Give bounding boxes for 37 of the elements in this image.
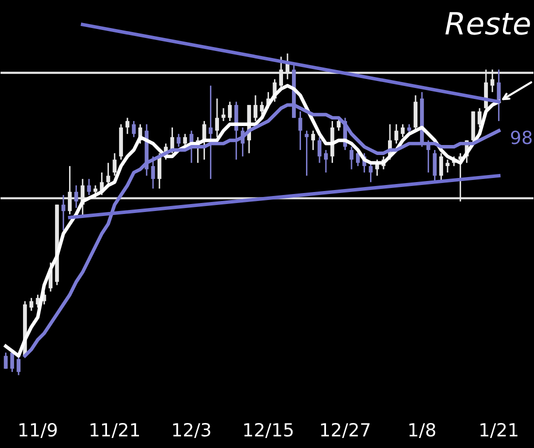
x-tick-label: 1/21 — [480, 422, 518, 438]
candlestick — [151, 156, 155, 190]
candlestick — [87, 178, 91, 196]
candlestick — [29, 297, 34, 312]
candlestick — [158, 152, 162, 190]
candlestick — [16, 355, 20, 376]
candlestick — [254, 94, 258, 122]
candlestick — [368, 162, 373, 183]
candlestick — [222, 107, 226, 122]
candlestick — [112, 152, 117, 176]
candlestick — [215, 98, 219, 138]
candlestick — [478, 107, 482, 128]
x-tick-label: 1/8 — [409, 422, 436, 438]
x-tick-label: 11/9 — [19, 422, 57, 438]
candlestick — [125, 117, 130, 135]
candlestick — [446, 158, 450, 174]
candlestick — [106, 162, 110, 186]
candlestick — [311, 130, 316, 151]
candlestick — [74, 184, 78, 209]
candlestick — [260, 101, 264, 116]
candlestick — [356, 149, 360, 167]
x-tick-label: 12/15 — [244, 422, 293, 438]
text: Reste — [445, 12, 530, 35]
candlestick — [394, 124, 398, 144]
candlestick — [132, 120, 136, 138]
x-tick-label: 11/21 — [90, 422, 139, 438]
candlestick — [350, 146, 354, 170]
x-tick-label: 12/27 — [321, 422, 370, 438]
candlestick — [318, 136, 322, 164]
candlestick — [61, 194, 66, 232]
x-tick-label: 12/3 — [173, 422, 210, 438]
candlestick — [176, 133, 181, 148]
candlestick — [432, 149, 437, 183]
candlestick — [324, 149, 328, 174]
candlestick — [400, 124, 405, 138]
text: 98 — [511, 130, 532, 144]
candlestick — [228, 101, 232, 122]
